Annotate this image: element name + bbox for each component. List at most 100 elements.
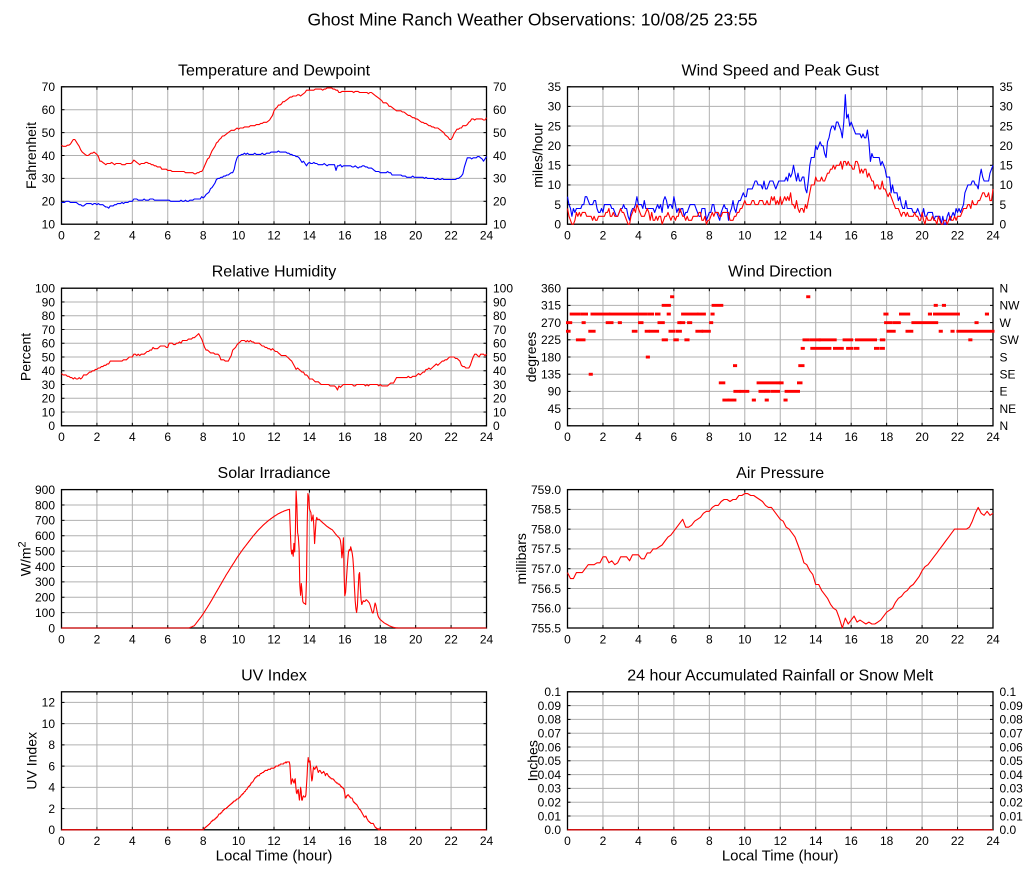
svg-text:degrees: degrees [523,332,539,383]
svg-text:S: S [1000,350,1008,364]
svg-text:22: 22 [444,834,458,848]
svg-text:758.0: 758.0 [531,522,561,536]
svg-text:16: 16 [844,632,858,646]
svg-text:UV Index: UV Index [241,667,307,684]
svg-text:24: 24 [986,834,1000,848]
svg-text:16: 16 [338,229,352,243]
svg-text:10: 10 [738,834,752,848]
svg-text:14: 14 [809,834,823,848]
svg-text:8: 8 [48,738,55,752]
svg-text:315: 315 [541,299,561,313]
svg-text:20: 20 [409,834,423,848]
svg-text:12: 12 [267,229,281,243]
svg-text:8: 8 [200,430,207,444]
svg-text:90: 90 [42,295,56,309]
svg-text:0.0: 0.0 [544,823,561,837]
svg-text:18: 18 [880,834,894,848]
svg-text:70: 70 [493,80,507,94]
svg-text:0: 0 [554,419,561,433]
svg-text:700: 700 [35,514,55,528]
svg-text:25: 25 [1000,119,1014,133]
svg-text:758.5: 758.5 [531,503,561,517]
svg-text:22: 22 [444,229,458,243]
svg-text:22: 22 [951,229,965,243]
svg-text:15: 15 [548,159,562,173]
svg-text:50: 50 [493,350,507,364]
svg-text:18: 18 [374,834,388,848]
svg-text:E: E [1000,385,1008,399]
svg-text:4: 4 [635,834,642,848]
svg-text:755.5: 755.5 [531,621,561,635]
svg-text:Relative Humidity: Relative Humidity [212,264,336,281]
svg-text:18: 18 [374,430,388,444]
svg-text:80: 80 [493,309,507,323]
svg-text:4: 4 [635,229,642,243]
svg-text:0: 0 [554,218,561,232]
svg-text:4: 4 [635,430,642,444]
svg-text:60: 60 [42,337,56,351]
svg-text:0.03: 0.03 [538,782,562,796]
svg-text:0.02: 0.02 [1000,796,1024,810]
svg-text:14: 14 [809,430,823,444]
svg-text:10: 10 [232,834,246,848]
svg-text:10: 10 [1000,178,1014,192]
svg-text:8: 8 [200,632,207,646]
svg-text:40: 40 [493,149,507,163]
svg-text:0: 0 [1000,218,1007,232]
svg-text:5: 5 [554,198,561,212]
svg-text:2: 2 [600,834,607,848]
svg-text:Fahrenheit: Fahrenheit [23,122,39,189]
svg-text:80: 80 [42,309,56,323]
svg-text:10: 10 [42,717,56,731]
svg-text:60: 60 [42,103,56,117]
svg-text:N: N [1000,282,1009,296]
svg-text:70: 70 [493,323,507,337]
svg-text:8: 8 [706,834,713,848]
svg-text:0: 0 [58,229,65,243]
svg-text:35: 35 [1000,80,1014,94]
svg-text:300: 300 [35,575,55,589]
svg-text:500: 500 [35,544,55,558]
svg-text:14: 14 [809,229,823,243]
svg-text:12: 12 [774,430,788,444]
svg-text:Ghost Mine Ranch Weather Obser: Ghost Mine Ranch Weather Observations: 1… [307,10,757,30]
svg-text:2: 2 [600,229,607,243]
svg-text:24: 24 [480,430,494,444]
svg-text:6: 6 [164,430,171,444]
svg-text:10: 10 [493,405,507,419]
svg-text:756.0: 756.0 [531,602,561,616]
svg-text:24: 24 [986,430,1000,444]
svg-text:Percent: Percent [18,333,34,381]
svg-text:600: 600 [35,529,55,543]
svg-text:30: 30 [548,100,562,114]
svg-text:0.09: 0.09 [538,699,562,713]
svg-text:N: N [1000,419,1009,433]
svg-text:16: 16 [844,834,858,848]
svg-text:0: 0 [58,834,65,848]
svg-text:6: 6 [671,229,678,243]
svg-text:20: 20 [1000,139,1014,153]
svg-text:2: 2 [94,834,101,848]
svg-text:24 hour Accumulated Rainfall o: 24 hour Accumulated Rainfall or Snow Mel… [627,667,933,684]
svg-text:8: 8 [706,229,713,243]
svg-text:0.02: 0.02 [538,796,562,810]
svg-text:35: 35 [548,80,562,94]
svg-text:20: 20 [915,834,929,848]
svg-text:16: 16 [844,229,858,243]
svg-text:10: 10 [738,229,752,243]
svg-text:12: 12 [267,430,281,444]
svg-text:18: 18 [374,229,388,243]
svg-text:400: 400 [35,560,55,574]
svg-text:Wind Speed and Peak Gust: Wind Speed and Peak Gust [681,62,879,79]
svg-text:20: 20 [915,430,929,444]
svg-text:10: 10 [548,178,562,192]
svg-text:18: 18 [880,430,894,444]
svg-text:24: 24 [986,229,1000,243]
svg-text:NE: NE [1000,402,1017,416]
svg-text:14: 14 [303,229,317,243]
svg-text:0: 0 [564,229,571,243]
svg-text:0: 0 [493,419,500,433]
svg-text:6: 6 [48,759,55,773]
svg-text:0.01: 0.01 [538,809,562,823]
svg-text:8: 8 [706,430,713,444]
